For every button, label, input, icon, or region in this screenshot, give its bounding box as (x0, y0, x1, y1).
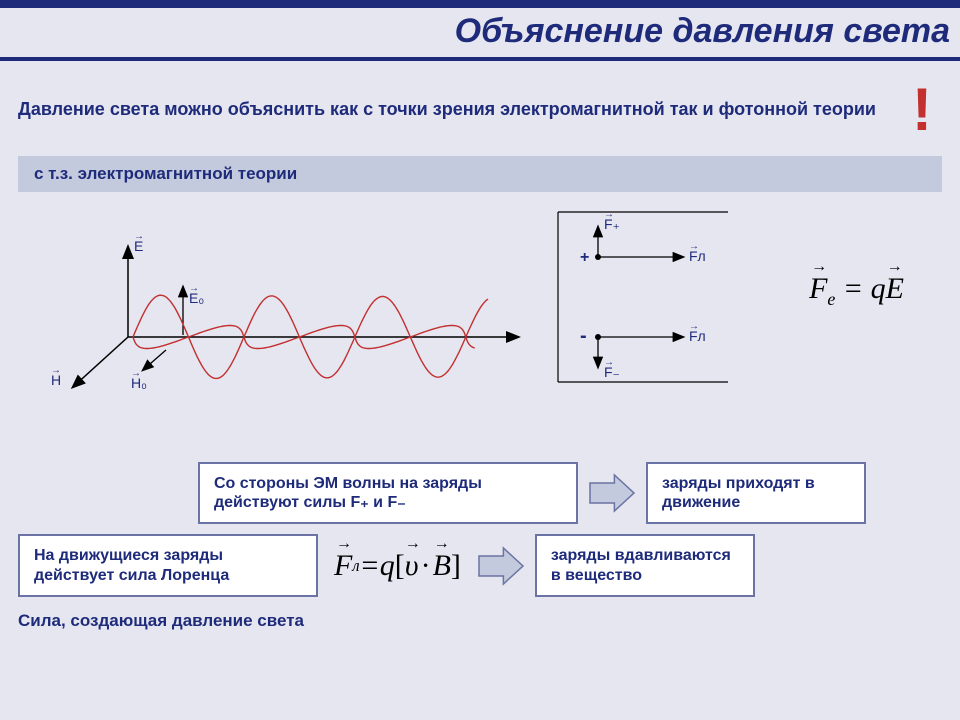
box-charges-move: заряды приходят в движение (646, 462, 866, 524)
svg-text:→: → (134, 231, 144, 242)
subsection-bar: с т.з. электромагнитной теории (18, 156, 942, 192)
svg-text:+: + (580, 249, 589, 266)
explain-row-1: Со стороны ЭМ волны на заряды действуют … (18, 462, 942, 524)
box-pressed-in: заряды вдавливаются в вещество (535, 534, 755, 596)
explain-row-2: На движущиеся заряды действует сила Лоре… (18, 534, 942, 596)
arrow-icon (588, 473, 636, 513)
svg-text:→: → (604, 357, 614, 368)
svg-text:→: → (604, 209, 614, 220)
intro-text: Давление света можно объяснить как с точ… (18, 97, 882, 121)
svg-text:→: → (689, 321, 699, 332)
svg-text:→: → (689, 241, 699, 252)
title-bar: Объяснение давления света (0, 0, 960, 61)
svg-text:→: → (189, 283, 199, 294)
intro-row: Давление света можно объяснить как с точ… (0, 61, 960, 152)
svg-text:→: → (131, 368, 141, 379)
box-em-forces: Со стороны ЭМ волны на заряды действуют … (198, 462, 578, 524)
box-lorentz: На движущиеся заряды действует сила Лоре… (18, 534, 318, 596)
arrow-icon (477, 546, 525, 586)
page-title: Объяснение давления света (10, 12, 950, 51)
svg-text:-: - (580, 325, 587, 347)
em-wave-diagram: E→E₀→H→H₀→+F₊→Fл→-F₋→Fл→ (18, 202, 942, 452)
diagram-area: E→E₀→H→H₀→+F₊→Fл→-F₋→Fл→ →Fe = q→E (18, 202, 942, 452)
svg-text:→: → (51, 365, 61, 376)
formula-fl: →Fл = q[→υ·→B] (328, 549, 467, 583)
bottom-caption: Сила, создающая давление света (0, 603, 960, 639)
formula-fe: →Fe = q→E (809, 272, 904, 310)
exclamation-icon: ! (882, 75, 942, 144)
